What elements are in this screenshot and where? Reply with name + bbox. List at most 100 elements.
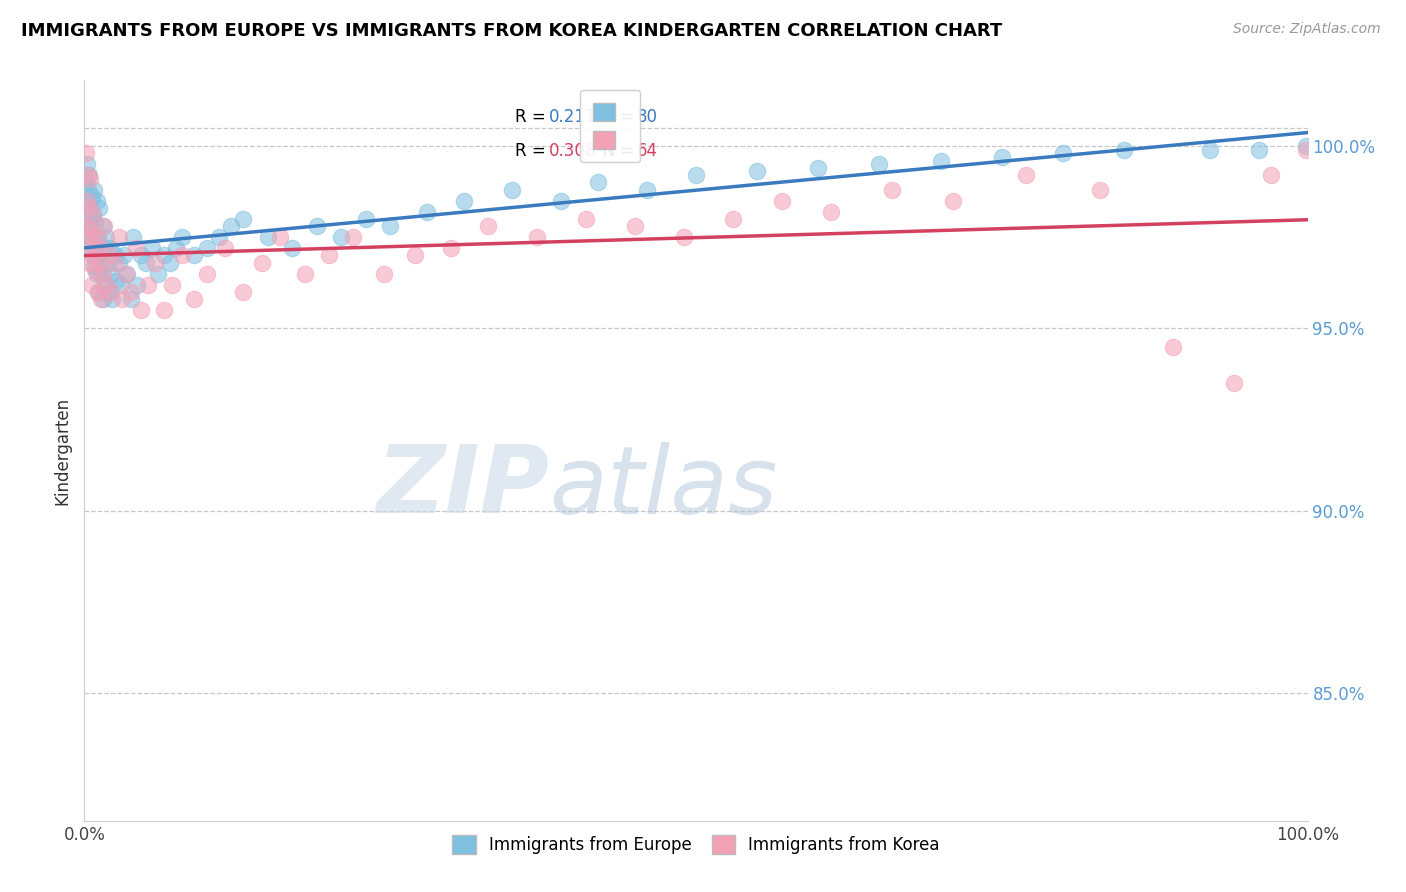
Point [305,219,328,234]
Point [807,161,830,175]
Point [87,255,110,269]
Point [76,157,98,171]
Text: R =: R = [515,108,551,127]
Point [107,255,129,269]
Point [162,277,184,292]
Point [380,219,402,234]
Point [232,211,254,226]
Point [96,277,118,292]
Point [991,150,1014,164]
Point [79,201,101,215]
Point [929,153,952,168]
Point [208,230,231,244]
Text: ZIP: ZIP [377,442,550,533]
Text: 0.308: 0.308 [550,142,596,160]
Point [83,260,105,274]
Point [98,241,121,255]
Point [550,194,572,208]
Point [195,267,218,281]
Point [97,248,120,262]
Text: atlas: atlas [550,442,778,533]
Point [93,219,115,234]
Point [89,255,111,269]
Point [93,241,115,255]
Point [77,201,100,215]
Point [165,241,187,255]
Point [76,219,98,234]
Point [136,277,159,292]
Point [747,164,769,178]
Point [159,255,181,269]
Text: R =: R = [515,142,551,160]
Point [1015,168,1038,182]
Point [770,194,793,208]
Point [77,241,100,255]
Point [1088,183,1111,197]
Point [1198,143,1220,157]
Point [87,248,110,262]
Point [94,277,117,292]
Point [330,230,353,244]
Text: 80: 80 [637,108,658,127]
Point [453,194,475,208]
Point [195,241,218,255]
Point [125,241,148,255]
Point [575,211,598,226]
Point [84,241,107,255]
Text: 0.211: 0.211 [550,108,596,127]
Point [880,183,903,197]
Point [685,168,707,182]
Point [86,194,108,208]
Point [77,211,100,226]
Point [820,204,842,219]
Point [146,267,169,281]
Point [76,194,98,208]
Point [97,285,120,299]
Point [354,211,377,226]
Point [153,248,176,262]
Point [318,248,340,262]
Point [91,292,114,306]
Point [120,285,142,299]
Point [84,215,107,229]
Point [90,267,112,281]
Point [75,175,97,189]
Point [87,201,110,215]
Point [129,248,152,262]
Legend: Immigrants from Europe, Immigrants from Korea: Immigrants from Europe, Immigrants from … [446,828,946,861]
Point [115,267,138,281]
Point [104,248,127,262]
Point [110,277,132,292]
Point [82,208,104,222]
Point [96,230,118,244]
Point [257,230,280,244]
Point [100,267,122,281]
Text: Source: ZipAtlas.com: Source: ZipAtlas.com [1233,22,1381,37]
Point [89,241,111,255]
Point [105,274,128,288]
Point [183,292,205,306]
Point [107,230,129,244]
Point [79,219,101,234]
Point [125,277,148,292]
Point [502,183,524,197]
Point [477,219,499,234]
Point [624,219,647,234]
Point [1295,139,1317,153]
Point [77,183,100,197]
Point [80,190,103,204]
Point [869,157,891,171]
Point [76,194,98,208]
Point [75,146,97,161]
Point [269,230,291,244]
Point [526,230,548,244]
Point [82,234,104,248]
Point [101,292,124,306]
Point [129,303,152,318]
Point [86,230,108,244]
Point [183,248,205,262]
Text: 64: 64 [637,142,658,160]
Point [153,303,176,318]
Text: N =: N = [592,142,640,160]
Point [77,168,100,182]
